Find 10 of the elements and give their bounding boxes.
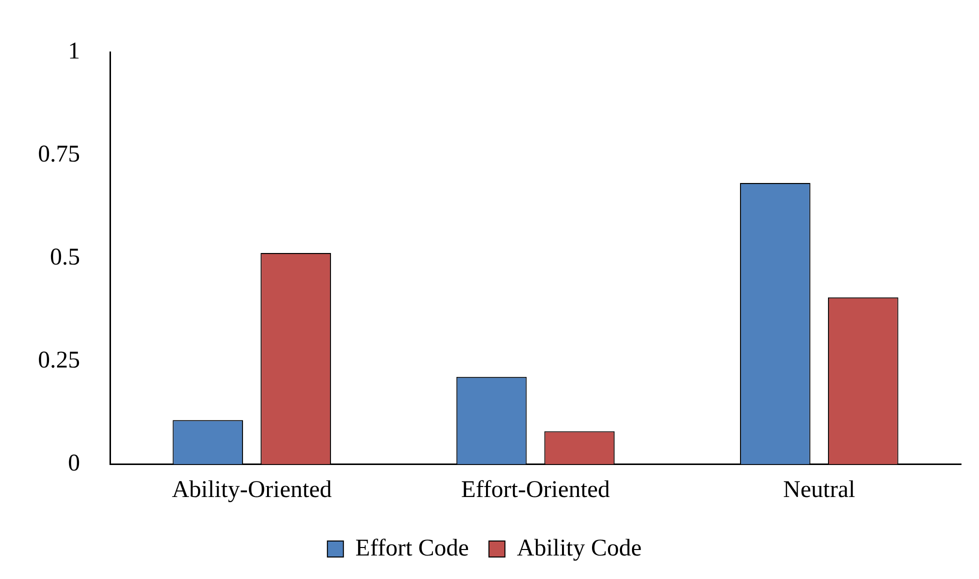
y-tick-label: 0.25: [38, 348, 80, 374]
legend-label: Ability Code: [516, 535, 642, 562]
y-tick-label: 0.5: [50, 244, 80, 271]
x-tick-label: Effort-Oriented: [461, 476, 610, 503]
legend-label: Effort Code: [355, 535, 469, 562]
y-tick-label: 1: [68, 38, 80, 65]
y-tick-label: 0: [68, 450, 80, 476]
y-tick-label: 0.75: [38, 142, 80, 168]
x-tick-label: Ability-Oriented: [172, 476, 332, 503]
x-tick-label: Neutral: [783, 476, 856, 503]
